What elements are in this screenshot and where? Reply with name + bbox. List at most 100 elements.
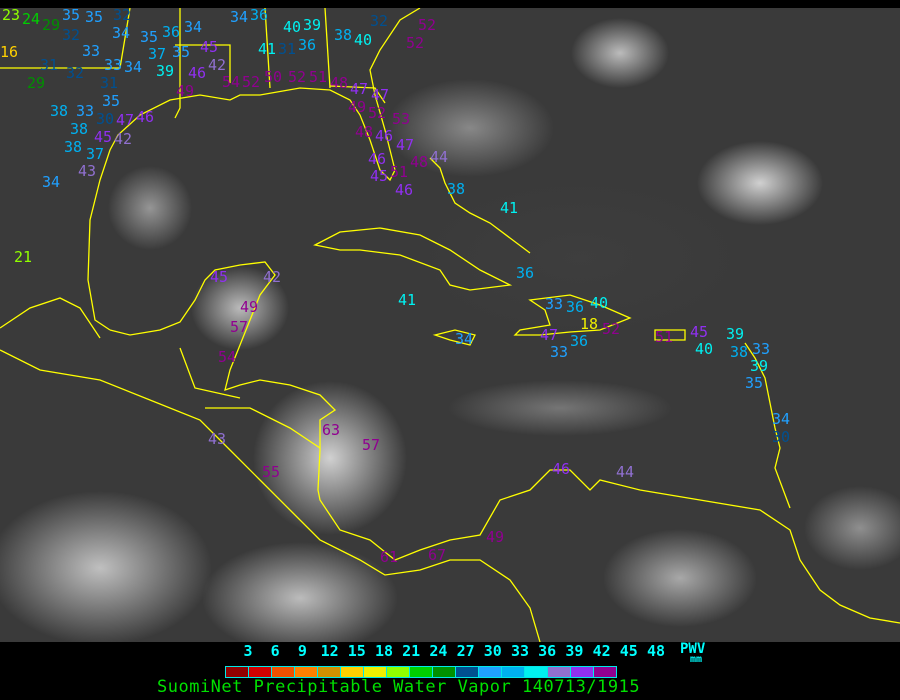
border-mexico-us <box>0 297 101 339</box>
station-pwv-label: 39 <box>156 62 175 80</box>
color-swatch <box>502 667 525 677</box>
station-pwv-label: 45 <box>94 128 113 146</box>
station-pwv-label: 38 <box>447 180 466 198</box>
color-swatch <box>249 667 272 677</box>
legend-tick-label: 12 <box>320 642 339 660</box>
station-pwv-label: 46 <box>188 64 207 82</box>
legend-tick-label: 15 <box>347 642 366 660</box>
color-swatch <box>318 667 341 677</box>
color-swatch <box>387 667 410 677</box>
station-pwv-label: 47 <box>540 326 559 344</box>
station-pwv-label: 46 <box>368 150 387 168</box>
lesser-antilles <box>744 342 791 509</box>
station-pwv-label: 33 <box>82 42 101 60</box>
legend-tick-label: 18 <box>374 642 394 660</box>
station-pwv-label: 33 <box>76 102 95 120</box>
state-border-lines <box>0 8 131 69</box>
station-pwv-label: 36 <box>566 298 585 316</box>
station-pwv-label: 53 <box>392 110 411 128</box>
station-pwv-label: 48 <box>410 153 429 171</box>
station-pwv-label: 43 <box>208 430 227 448</box>
station-pwv-label: 30 <box>96 110 115 128</box>
station-pwv-label: 24 <box>22 10 41 28</box>
pacific-coast-line <box>0 349 541 642</box>
station-pwv-label: 52 <box>418 16 437 34</box>
station-pwv-label: 42 <box>114 130 133 148</box>
station-pwv-label: 29 <box>27 74 46 92</box>
station-pwv-label: 63 <box>322 421 341 439</box>
station-pwv-label: 44 <box>616 463 635 481</box>
station-pwv-label: 18 <box>580 315 599 333</box>
station-pwv-label: 35 <box>745 374 764 392</box>
legend-tick-label: 6 <box>270 642 280 660</box>
legend-tick-label: 39 <box>565 642 584 660</box>
station-pwv-label: 32 <box>62 26 81 44</box>
station-pwv-label: 36 <box>250 8 269 24</box>
station-pwv-label: 46 <box>395 181 414 199</box>
station-pwv-label: 32 <box>370 12 389 30</box>
station-pwv-label: 52 <box>368 104 387 122</box>
legend-quantity: PWV <box>680 641 706 657</box>
station-pwv-label: 67 <box>428 546 447 564</box>
border-central-america-south <box>205 407 321 449</box>
color-swatch <box>433 667 456 677</box>
station-pwv-label: 52 <box>406 34 425 52</box>
station-pwv-label: 31 <box>278 40 297 58</box>
border-central-america <box>179 347 241 399</box>
station-pwv-label: 38 <box>64 138 83 156</box>
border-ms-al <box>264 8 271 89</box>
legend-unit: mm <box>690 654 703 665</box>
station-pwv-label: 51 <box>309 68 328 86</box>
central-america-coast-line <box>109 261 900 624</box>
station-pwv-label: 52 <box>602 320 621 338</box>
station-pwv-label: 49 <box>240 298 259 316</box>
station-pwv-label: 31 <box>40 56 59 74</box>
station-pwv-label: 55 <box>262 463 281 481</box>
color-swatch <box>226 667 249 677</box>
station-pwv-label: 32 <box>113 8 132 24</box>
station-pwv-label: 38 <box>70 120 89 138</box>
station-pwv-label: 46 <box>375 127 394 145</box>
color-swatch <box>295 667 318 677</box>
legend-tick-label: 24 <box>429 642 448 660</box>
station-pwv-label: 33 <box>545 295 564 313</box>
border-la-ms <box>175 44 231 83</box>
station-pwv-label: 35 <box>140 28 159 46</box>
station-pwv-label: 41 <box>398 291 417 309</box>
station-pwv-label: 40 <box>283 18 302 36</box>
station-pwv-label: 35 <box>172 43 191 61</box>
station-pwv-label: 48 <box>330 74 349 92</box>
cuba-outline <box>313 227 513 291</box>
hispaniola-outline <box>513 294 632 336</box>
puerto-rico-outline <box>654 329 686 341</box>
bahamas-islands <box>429 157 531 254</box>
color-swatch <box>456 667 479 677</box>
station-pwv-label: 45 <box>690 323 709 341</box>
station-pwv-label: 47 <box>116 111 135 129</box>
station-pwv-label: 34 <box>124 58 143 76</box>
station-pwv-label: 47 <box>371 86 390 104</box>
color-swatch <box>410 667 433 677</box>
station-pwv-label: 46 <box>552 460 571 478</box>
station-pwv-label: 42 <box>263 268 282 286</box>
color-swatch <box>479 667 502 677</box>
station-pwv-label: 44 <box>430 148 449 166</box>
legend-tick-label: 42 <box>592 642 611 660</box>
station-pwv-label: 46 <box>136 108 155 126</box>
legend-tick-label: 9 <box>297 642 307 660</box>
station-pwv-label: 52 <box>242 73 261 91</box>
color-swatch <box>364 667 387 677</box>
station-pwv-label: 47 <box>350 80 369 98</box>
station-pwv-label: 51 <box>390 163 409 181</box>
station-pwv-label: 38 <box>50 102 69 120</box>
color-swatch <box>341 667 364 677</box>
station-pwv-label: 34 <box>772 410 791 428</box>
legend-tick-label: 27 <box>456 642 475 660</box>
station-pwv-label: 35 <box>102 92 121 110</box>
station-pwv-label: 38 <box>730 343 749 361</box>
station-pwv-label: 57 <box>362 436 381 454</box>
jamaica-outline <box>432 329 476 346</box>
station-pwv-label: 35 <box>85 8 104 26</box>
legend: 3 6 9 12 15 18 21 24 27 30 33 36 39 42 45 48 PWV mm Suo… <box>0 641 900 700</box>
